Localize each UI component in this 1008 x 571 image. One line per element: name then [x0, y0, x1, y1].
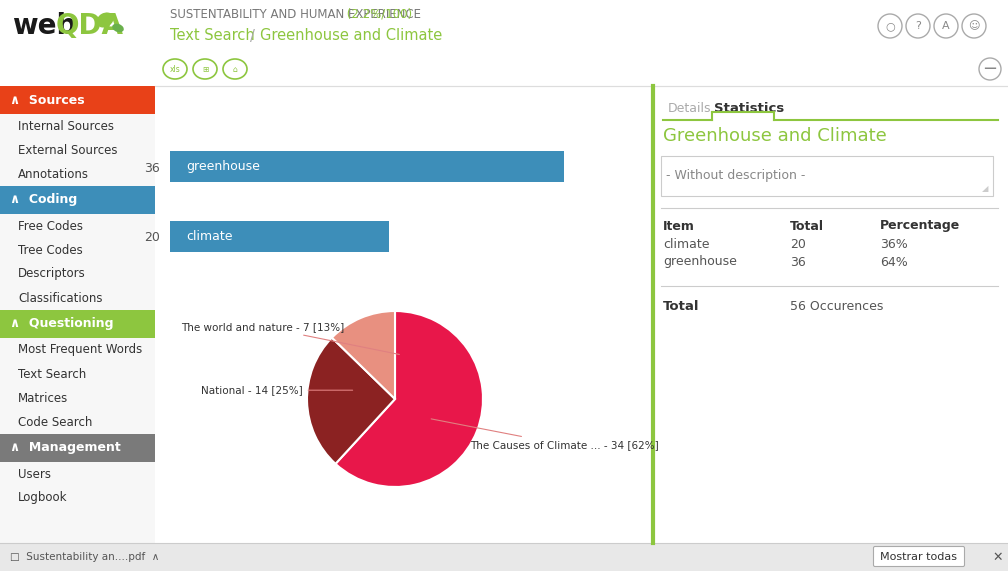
Text: Logbook: Logbook — [18, 492, 68, 505]
Ellipse shape — [193, 59, 217, 79]
Text: Percentage: Percentage — [880, 219, 961, 232]
Text: Statistics: Statistics — [714, 102, 784, 115]
Bar — [0, 86, 155, 543]
Wedge shape — [332, 311, 395, 399]
Text: ∧  Management: ∧ Management — [10, 441, 121, 455]
Text: ∧  Sources: ∧ Sources — [10, 94, 85, 107]
Text: ◢: ◢ — [982, 184, 988, 193]
Wedge shape — [336, 311, 483, 487]
Text: climate: climate — [663, 238, 710, 251]
Text: Details: Details — [668, 102, 712, 115]
Text: Matrices: Matrices — [18, 392, 69, 404]
Text: The world and nature - 7 [13%]: The world and nature - 7 [13%] — [180, 322, 399, 355]
Text: Total: Total — [790, 219, 824, 232]
Text: ⊞: ⊞ — [202, 65, 209, 74]
Text: Internal Sources: Internal Sources — [18, 119, 114, 132]
Text: National - 14 [25%]: National - 14 [25%] — [201, 385, 353, 395]
Text: ⌂: ⌂ — [233, 65, 238, 74]
Text: □  Sustentability an....pdf  ∧: □ Sustentability an....pdf ∧ — [10, 552, 159, 562]
Text: SUSTENTABILITY AND HUMAN EXPERIENCE: SUSTENTABILITY AND HUMAN EXPERIENCE — [170, 7, 421, 21]
Bar — [155, 86, 655, 543]
Text: ∧  Coding: ∧ Coding — [10, 194, 78, 207]
Text: - Without description -: - Without description - — [666, 170, 805, 183]
Bar — [0, 434, 155, 462]
Text: web: web — [12, 12, 77, 40]
Text: Users: Users — [18, 468, 51, 481]
Text: Annotations: Annotations — [18, 167, 89, 180]
Text: 20: 20 — [790, 238, 805, 251]
Text: /: / — [250, 29, 255, 43]
Text: Classifications: Classifications — [18, 292, 103, 304]
Bar — [0, 186, 155, 214]
Text: greenhouse: greenhouse — [186, 160, 260, 173]
FancyBboxPatch shape — [874, 546, 965, 566]
Text: 56 Occurences: 56 Occurences — [790, 300, 883, 312]
Bar — [170, 151, 564, 182]
Text: External Sources: External Sources — [18, 143, 118, 156]
Bar — [661, 156, 993, 196]
Text: ✕: ✕ — [993, 550, 1003, 564]
Text: ☺: ☺ — [969, 21, 980, 31]
Text: Total: Total — [663, 300, 700, 312]
Text: −: − — [983, 60, 998, 78]
Bar — [655, 86, 1008, 543]
Text: greenhouse: greenhouse — [663, 255, 737, 268]
Text: Item: Item — [663, 219, 695, 232]
Text: climate: climate — [186, 230, 233, 243]
Text: QDA: QDA — [56, 12, 124, 40]
Text: Tree Codes: Tree Codes — [18, 243, 83, 256]
Text: Text Search: Text Search — [18, 368, 87, 380]
Text: Mostrar todas: Mostrar todas — [881, 552, 958, 562]
Bar — [0, 0, 1008, 52]
Bar — [0, 310, 155, 338]
Ellipse shape — [163, 59, 187, 79]
Text: A: A — [942, 21, 950, 31]
Text: 36%: 36% — [880, 238, 908, 251]
Text: Most Frequent Words: Most Frequent Words — [18, 344, 142, 356]
Bar — [0, 543, 1008, 571]
Text: Greenhouse and Climate: Greenhouse and Climate — [260, 29, 443, 43]
Bar — [0, 86, 155, 114]
Ellipse shape — [97, 13, 114, 27]
Text: 36: 36 — [790, 255, 805, 268]
Text: Text Search: Text Search — [170, 29, 255, 43]
Text: The Causes of Climate ... - 34 [62%]: The Causes of Climate ... - 34 [62%] — [431, 419, 658, 450]
Text: 64%: 64% — [880, 255, 908, 268]
Text: ∧  Questioning: ∧ Questioning — [10, 317, 114, 331]
Wedge shape — [307, 337, 395, 464]
Ellipse shape — [223, 59, 247, 79]
Text: ○: ○ — [885, 21, 895, 31]
Text: Greenhouse and Climate: Greenhouse and Climate — [663, 127, 887, 145]
Text: (2.2%/100): (2.2%/100) — [343, 7, 411, 21]
Text: Free Codes: Free Codes — [18, 219, 83, 232]
Text: Code Search: Code Search — [18, 416, 93, 428]
Bar — [170, 220, 389, 252]
Ellipse shape — [112, 24, 124, 33]
Bar — [155, 52, 1008, 86]
Text: ?: ? — [915, 21, 921, 31]
Text: Descriptors: Descriptors — [18, 267, 86, 280]
Text: xls: xls — [169, 65, 180, 74]
